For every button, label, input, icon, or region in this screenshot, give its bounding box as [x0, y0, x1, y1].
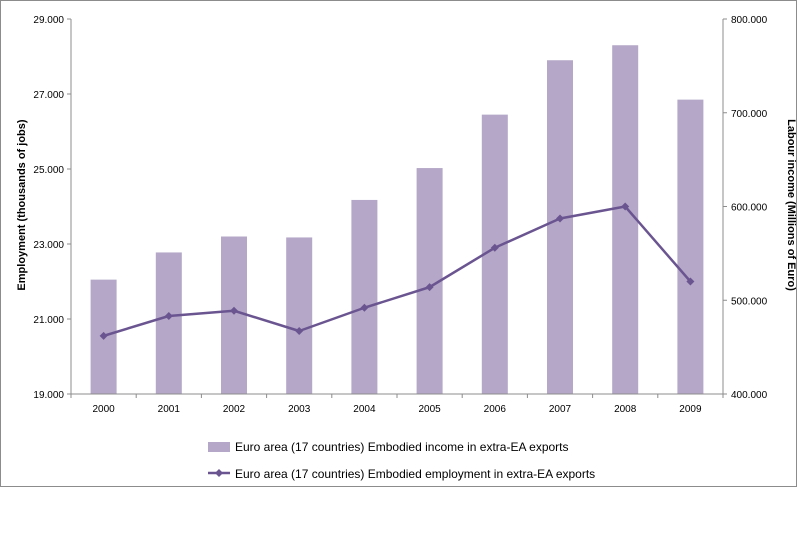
bar-2003 [286, 237, 313, 394]
legend-label-income: Euro area (17 countries) Embodied income… [235, 440, 569, 454]
left-tick-label: 19.000 [33, 390, 64, 401]
employment-point-2001 [164, 312, 173, 320]
bar-2002 [221, 236, 247, 394]
legend: Euro area (17 countries) Embodied income… [208, 440, 595, 481]
left-tick-label: 21.000 [33, 315, 64, 326]
employment-point-2006 [490, 243, 499, 252]
employment-point-2002 [230, 306, 238, 315]
employment-point-2004 [360, 303, 369, 312]
legend-swatch-employment-marker [215, 469, 223, 477]
x-tick-label-2005: 2005 [418, 404, 441, 415]
x-tick-label-2004: 2004 [353, 404, 376, 415]
left-tick-label: 27.000 [33, 90, 64, 101]
left-tick-label: 25.000 [33, 165, 64, 176]
bar-2004 [351, 199, 378, 394]
employment-line [103, 205, 692, 338]
x-tick-label-2000: 2000 [92, 404, 115, 415]
x-axis-ticks: 2000 2001 2002 2003 2004 2005 2006 2007 2008 2009 [70, 394, 724, 415]
right-tick-label: 700.000 [731, 109, 768, 120]
employment-point-2005 [425, 283, 434, 292]
left-axis-ticks: 19.000 21.000 23.000 25.000 27.000 29.000 [33, 15, 71, 401]
left-tick-label: 29.000 [33, 15, 64, 26]
x-tick-label-2002: 2002 [223, 404, 246, 415]
chart-frame: 19.000 21.000 23.000 25.000 27.000 29.000 400… [0, 0, 797, 487]
x-tick-label-2009: 2009 [679, 404, 702, 415]
bar-2008 [612, 45, 639, 394]
x-tick-label-2008: 2008 [614, 404, 637, 415]
combo-chart: 19.000 21.000 23.000 25.000 27.000 29.000 400… [16, 15, 797, 481]
right-axis-title: Labour income (Millions of Euro) [785, 119, 797, 291]
x-tick-label-2003: 2003 [288, 404, 311, 415]
employment-point-2003 [295, 327, 304, 335]
employment-point-2009 [686, 277, 695, 286]
right-axis-ticks: 400.000 500.000 600.000 700.000 800.000 [723, 15, 768, 401]
bar-series [90, 45, 704, 394]
line-series [99, 202, 695, 340]
employment-point-2008 [621, 202, 630, 211]
x-tick-label-2006: 2006 [484, 404, 507, 415]
right-tick-label: 600.000 [731, 203, 768, 214]
employment-point-2000 [99, 331, 108, 340]
x-tick-label-2007: 2007 [549, 404, 572, 415]
right-tick-label: 500.000 [731, 296, 768, 307]
bar-2007 [547, 60, 573, 394]
employment-point-2007 [556, 214, 564, 223]
bar-2009 [677, 99, 704, 394]
right-tick-label: 400.000 [731, 390, 768, 401]
right-tick-label: 800.000 [731, 15, 768, 26]
left-axis-title: Employment (thousands of jobs) [16, 119, 28, 290]
legend-label-employment: Euro area (17 countries) Embodied employ… [235, 467, 595, 481]
left-tick-label: 23.000 [33, 240, 64, 251]
bar-2001 [155, 252, 182, 394]
legend-swatch-income [208, 442, 230, 452]
x-tick-label-2001: 2001 [158, 404, 181, 415]
